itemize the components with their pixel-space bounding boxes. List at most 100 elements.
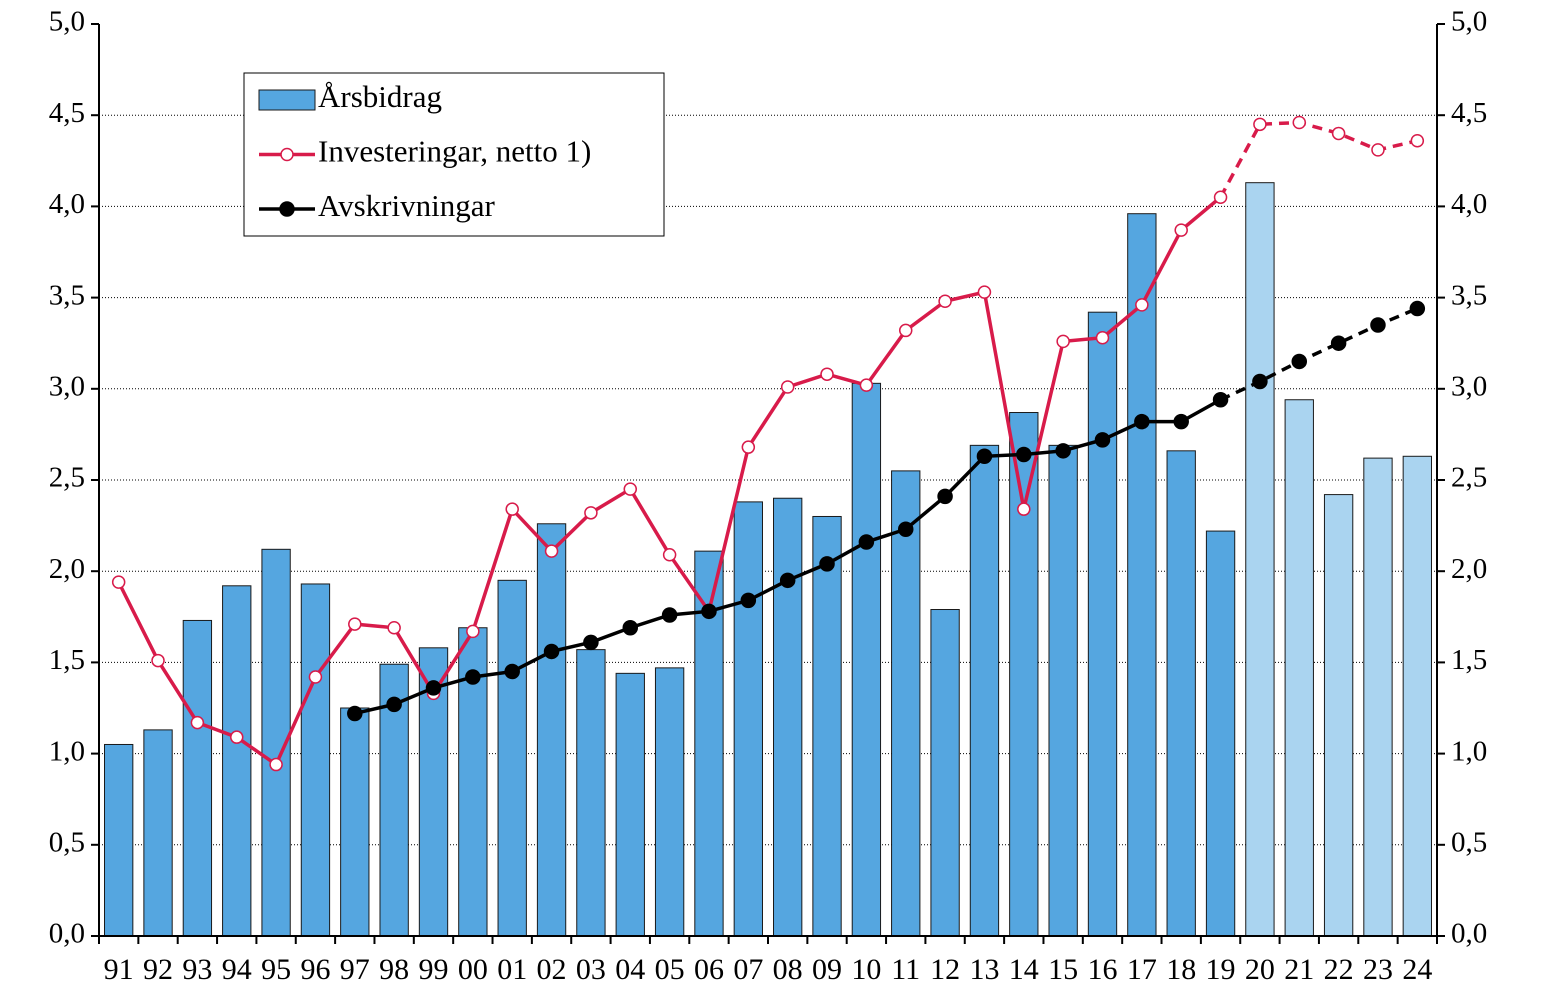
bar [969,444,1000,937]
y-tick-label: 4,5 [49,97,85,129]
bar [497,579,527,937]
point [1055,443,1071,459]
bar [143,729,173,937]
legend-swatch [258,89,316,111]
bar [536,523,567,937]
x-tick-label: 19 [1206,953,1236,986]
point [269,757,283,772]
y2-tick-label: 1,0 [1451,735,1487,767]
x-tick-label: 92 [143,953,173,986]
point [938,294,952,308]
bar [1284,399,1314,937]
point [466,624,480,639]
point [347,705,363,722]
x-tick-label: 98 [379,953,409,986]
bar [104,743,134,937]
x-tick-label: 97 [340,953,370,986]
point [583,634,599,651]
bar [1127,213,1157,937]
bar [615,672,645,937]
point [623,482,638,496]
x-tick-label: 05 [655,953,685,986]
point [425,680,442,696]
point [584,506,598,520]
point [1330,335,1347,351]
x-tick-label: 22 [1324,953,1354,986]
point [898,323,913,338]
point [1173,413,1189,430]
bar [812,515,842,937]
x-tick-label: 16 [1088,953,1118,986]
x-tick-label: 13 [969,953,999,986]
x-tick-label: 01 [497,953,527,986]
y-tick-label: 2,5 [49,462,85,494]
y2-tick-label: 2,0 [1451,553,1487,585]
point [387,620,401,635]
x-tick-label: 15 [1048,953,1078,986]
bar [1363,457,1393,937]
point [1135,298,1149,312]
bar [1402,455,1432,937]
point [780,380,795,394]
x-tick-label: 06 [694,953,724,986]
legend-label: Avskrivningar [318,188,495,223]
point [1253,117,1267,132]
bar [733,501,763,937]
point [662,548,677,562]
bar [1087,311,1118,937]
x-tick-label: 02 [537,953,567,986]
point [741,440,756,454]
point [740,592,757,609]
point [1095,330,1110,345]
bar [1048,444,1078,937]
point [1094,432,1111,448]
y2-tick-label: 0,5 [1451,826,1487,858]
y-tick-label: 5,0 [49,6,85,38]
point [820,367,834,381]
point [1213,190,1228,205]
bar [222,585,252,937]
point [544,544,559,558]
point [937,488,953,505]
y-tick-label: 4,0 [49,188,85,220]
y2-tick-label: 0,0 [1451,918,1487,950]
point [111,575,126,589]
y-tick-label: 2,0 [49,553,85,585]
point [858,534,875,550]
y-tick-label: 0,0 [49,918,85,950]
x-tick-label: 12 [930,953,960,986]
point [1056,334,1070,349]
x-tick-label: 24 [1402,953,1432,986]
y-tick-label: 3,0 [49,370,85,402]
point [819,556,835,572]
x-tick-label: 17 [1127,953,1157,986]
legend-label: Årsbidrag [318,79,442,114]
bar [182,619,213,937]
y2-tick-label: 2,5 [1451,462,1487,494]
bar [1166,450,1196,937]
point [505,502,519,516]
point [976,448,993,465]
x-tick-label: 20 [1245,953,1275,986]
y2-tick-label: 4,0 [1451,188,1487,220]
point [779,572,796,589]
x-tick-label: 03 [576,953,606,986]
y2-tick-label: 3,0 [1451,370,1487,402]
bar [851,382,882,937]
x-tick-label: 04 [615,953,645,986]
bar [773,497,803,937]
point [1292,115,1307,130]
point [190,715,205,730]
x-tick-label: 21 [1284,953,1314,986]
point [151,653,165,668]
point [622,619,639,636]
point [1409,300,1426,317]
legend-marker [280,147,294,162]
point [308,670,323,684]
x-tick-label: 10 [851,953,881,986]
point [701,603,717,620]
point [465,669,481,685]
bar [1323,494,1354,937]
point [504,663,520,680]
